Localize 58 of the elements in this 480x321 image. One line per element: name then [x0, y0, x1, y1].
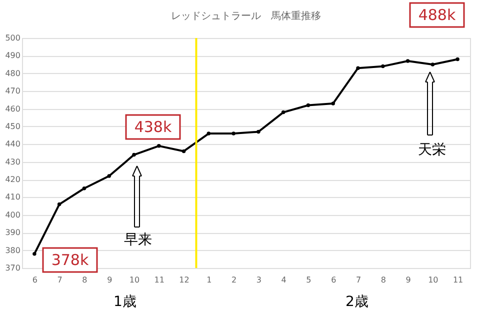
x-tick-label: 7: [57, 276, 62, 284]
point: [57, 202, 62, 206]
x-tick-label: 11: [452, 276, 464, 284]
y-tick-label: 450: [5, 122, 20, 131]
x-tick-label: 6: [331, 276, 336, 284]
annotation: 天栄: [418, 142, 446, 158]
text: 488k: [418, 6, 456, 24]
y-tick-label: 430: [5, 157, 20, 166]
x-tick-label: 12: [179, 276, 190, 284]
y-tick-label: 470: [5, 86, 20, 96]
point: [206, 132, 211, 136]
point: [157, 144, 161, 148]
x-tick-label: 4: [281, 276, 286, 284]
y-tick-label: 460: [5, 104, 20, 114]
y-tick-label: 370: [5, 264, 20, 272]
annotation: 早来: [124, 232, 152, 248]
point: [281, 110, 286, 114]
text: 1歳: [114, 294, 136, 310]
x-tick-label: 3: [256, 276, 262, 284]
x-tick-label: 1: [206, 276, 212, 284]
point: [430, 62, 435, 66]
x-tick-label: 10: [129, 276, 140, 284]
y-tick-label: 480: [5, 68, 20, 78]
point: [256, 130, 260, 134]
point: [82, 186, 86, 190]
y-tick-label: 410: [5, 192, 20, 202]
y-tick-label: 440: [5, 140, 20, 149]
x-tick-label: 11: [154, 276, 164, 284]
x-tick-label: 8: [82, 276, 88, 284]
y-tick-label: 400: [5, 210, 20, 220]
y-tick-label: 490: [5, 51, 20, 60]
x-tick-label: 6: [32, 276, 38, 284]
annotation: 438k: [134, 118, 172, 136]
y-tick-label: 380: [5, 246, 20, 255]
point: [182, 149, 186, 154]
x-tick-label: 8: [380, 276, 386, 284]
y-tick-label: 420: [5, 175, 20, 184]
annotation: 378k: [51, 251, 89, 269]
point: [232, 132, 236, 136]
x-tick-label: 9: [406, 276, 411, 284]
point: [406, 59, 410, 63]
point: [32, 252, 36, 256]
point: [107, 174, 111, 178]
x-tick-label: 7: [356, 276, 362, 284]
point: [331, 102, 335, 106]
text: 2歳: [346, 294, 368, 310]
chart-title: レッドシュトラール 馬体重推移: [171, 10, 321, 22]
point: [456, 57, 460, 62]
x-tick-label: 5: [306, 276, 312, 284]
point: [381, 64, 385, 68]
x-tick-label: 9: [107, 276, 112, 284]
point: [306, 103, 310, 108]
y-tick-label: 390: [5, 228, 20, 238]
point: [356, 66, 360, 70]
point: [132, 152, 136, 157]
x-tick-label: 2: [232, 276, 237, 284]
y-tick-label: 500: [5, 34, 20, 42]
x-tick-label: 10: [428, 276, 438, 284]
